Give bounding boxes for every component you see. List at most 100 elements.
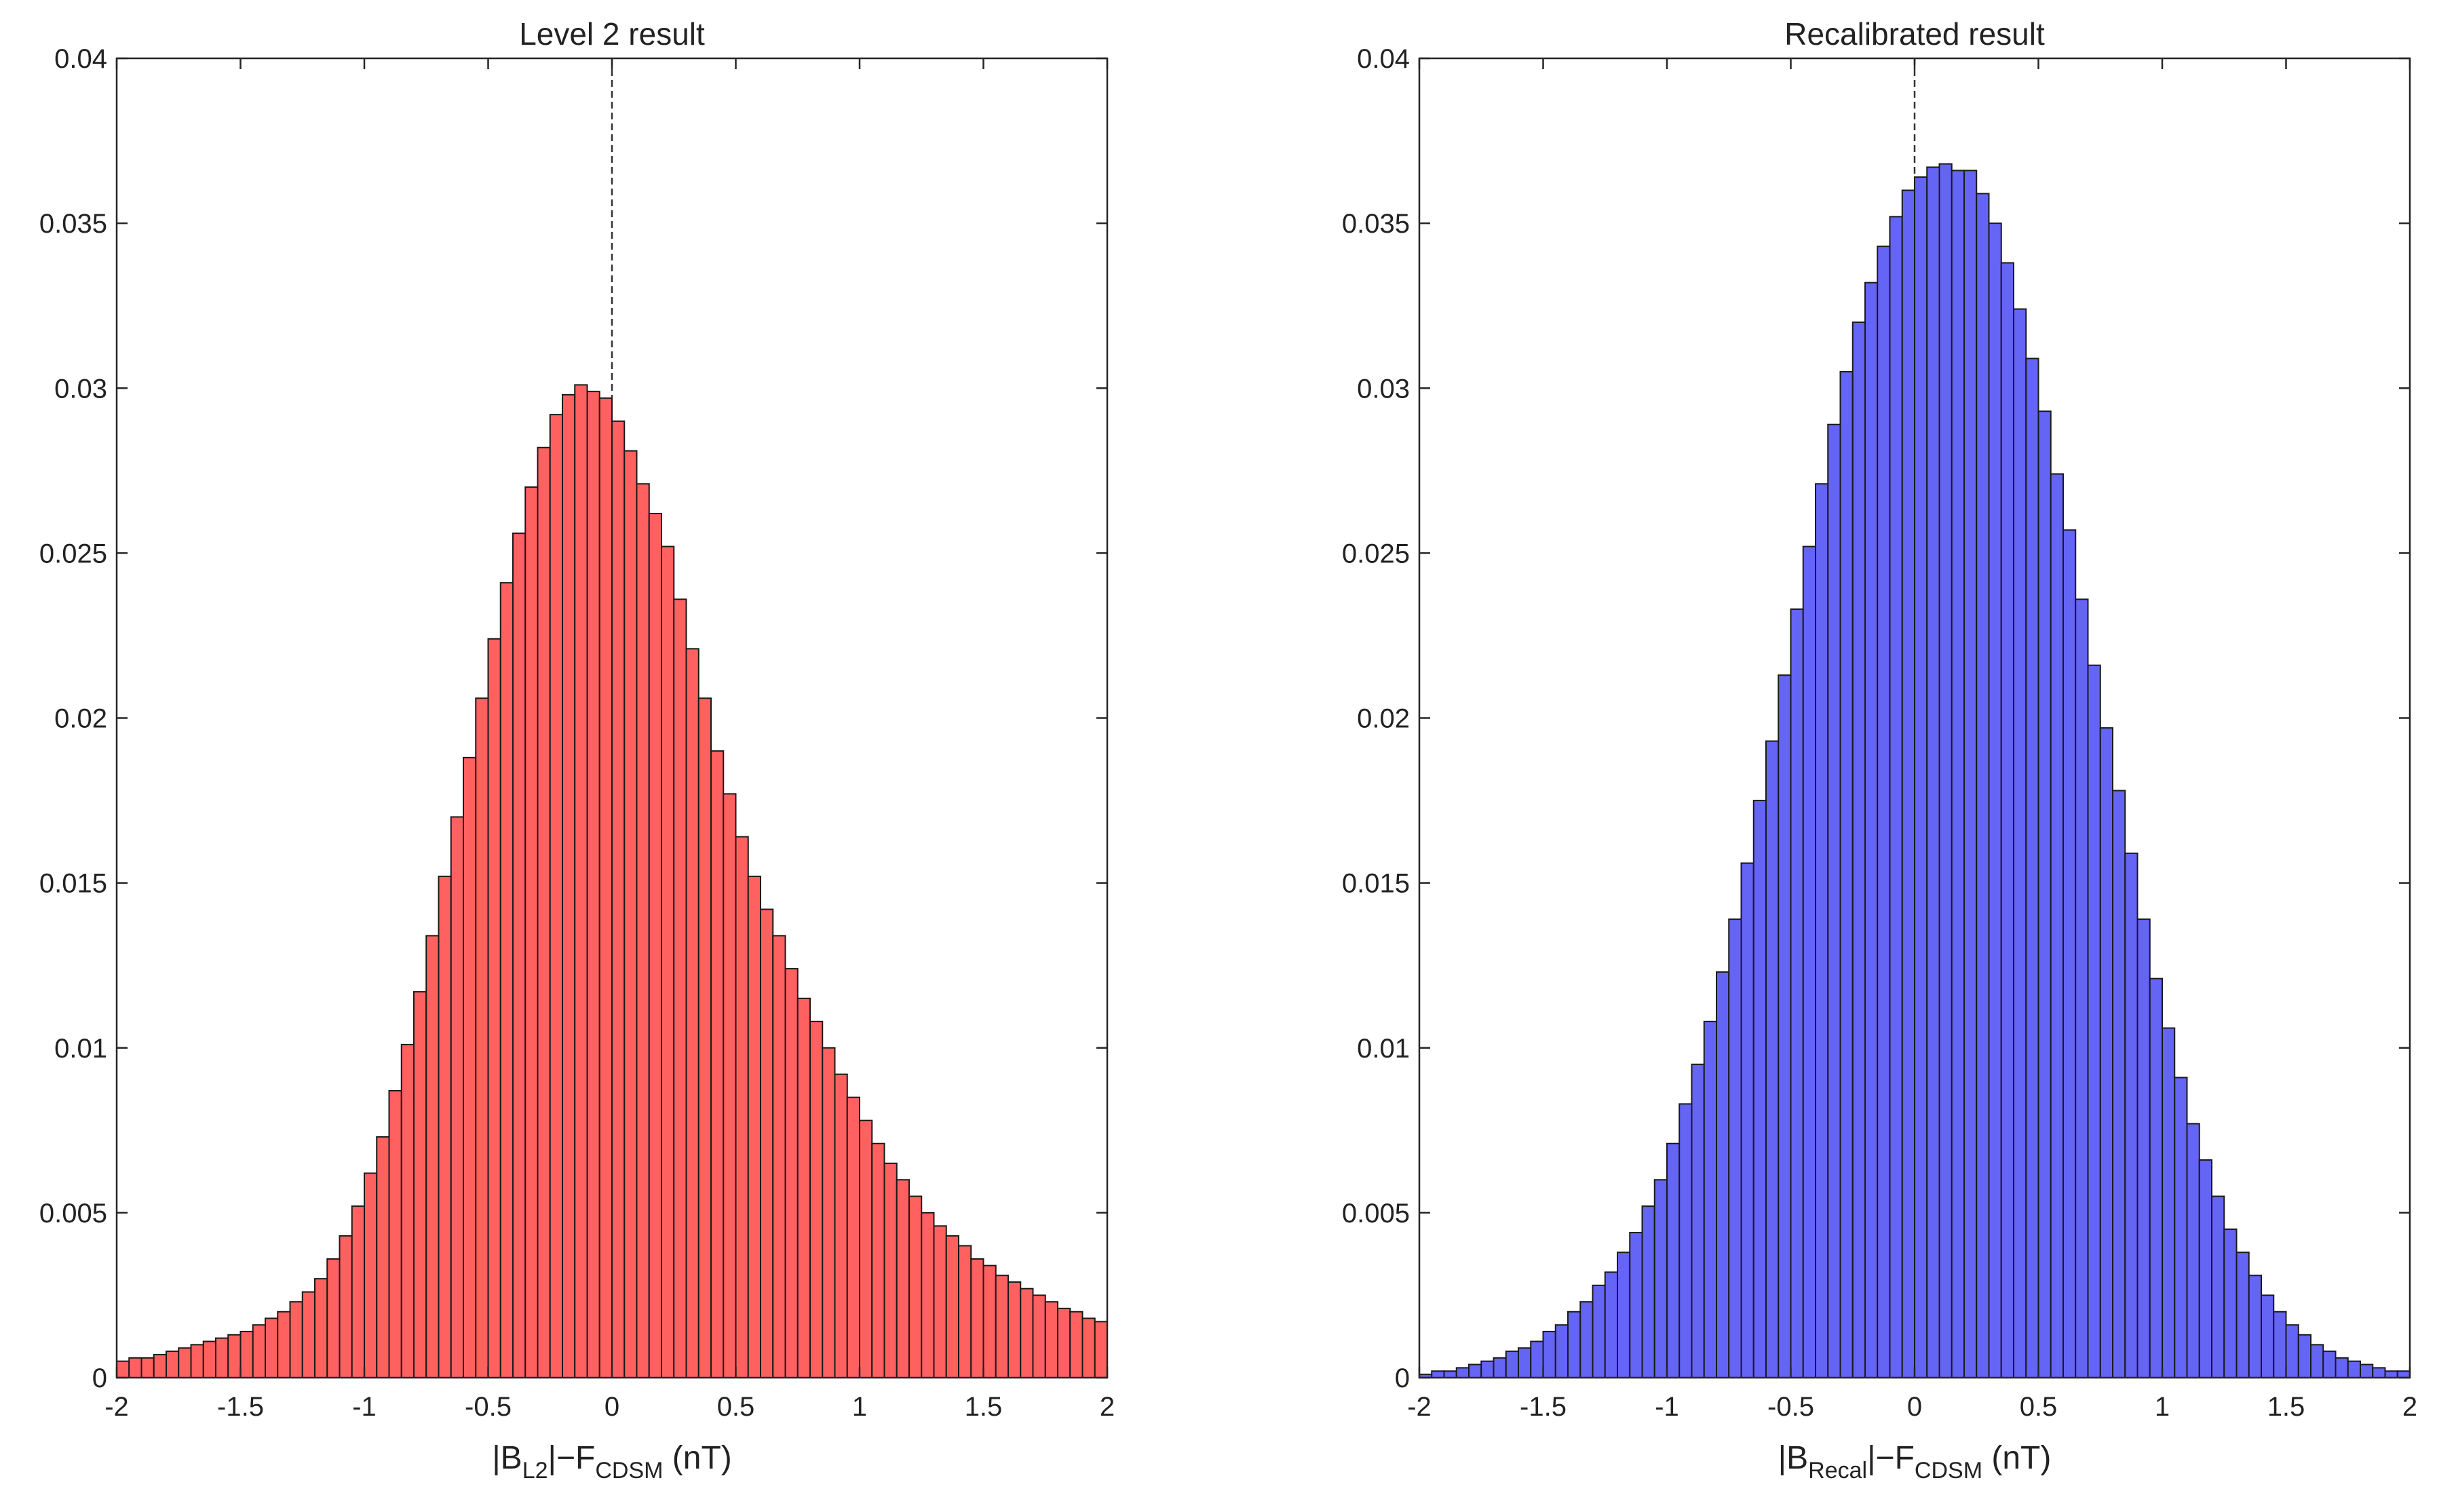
level2-histogram-bar — [463, 756, 477, 1378]
recalibrated-histogram-bar — [2037, 410, 2052, 1378]
level2-histogram-bar — [227, 1334, 242, 1378]
recalibrated-histogram-bar — [2124, 852, 2138, 1379]
level2-histogram-bar — [438, 875, 452, 1378]
level2-histogram-bar — [475, 697, 489, 1378]
level2-y-tick-label: 0.02 — [54, 704, 107, 734]
level2-histogram-bar — [1069, 1311, 1083, 1378]
level2-histogram-bar — [809, 1020, 824, 1378]
level2-x-tick-label: -1.5 — [217, 1392, 264, 1422]
level2-histogram-bar — [822, 1047, 836, 1378]
recalibrated-histogram-bar — [2087, 664, 2101, 1379]
recalibrated-histogram-bar — [2396, 1370, 2411, 1379]
recalibrated-histogram-bar — [1604, 1271, 1618, 1379]
level2-histogram-bar — [673, 598, 687, 1379]
recalibrated-histogram-bar — [2384, 1370, 2398, 1379]
level2-histogram-bar — [945, 1235, 959, 1378]
recalibrated-bars — [1419, 163, 2411, 1379]
level2-histogram-bar — [512, 532, 526, 1379]
recalibrated-histogram-bar — [1765, 740, 1780, 1378]
level2-histogram-bar — [425, 935, 440, 1379]
level2-x-axis-label-part: (nT) — [663, 1440, 731, 1476]
recalibrated-y-tick-label: 0.035 — [1342, 209, 1410, 239]
level2-histogram-bar — [364, 1172, 378, 1379]
level2-histogram-bar — [772, 935, 786, 1379]
recalibrated-histogram-bar — [1530, 1340, 1544, 1378]
level2-histogram-bar — [697, 697, 712, 1378]
recalibrated-histogram-bar — [1815, 483, 1829, 1379]
recalibrated-histogram-bar — [2248, 1275, 2262, 1378]
level2-histogram-bar — [413, 991, 427, 1378]
level2-histogram-bar — [252, 1324, 266, 1378]
level2-x-tick-label: 0.5 — [717, 1392, 755, 1422]
level2-histogram-bar — [586, 391, 600, 1378]
level2-histogram-bar — [166, 1351, 180, 1378]
level2-x-axis-label-subscript: L2 — [522, 1458, 548, 1484]
recalibrated-histogram-bar — [1716, 971, 1730, 1378]
level2-histogram-bar — [982, 1264, 997, 1379]
recalibrated-x-tick-label: 1 — [2155, 1392, 2170, 1422]
recalibrated-histogram-bar — [2360, 1363, 2374, 1379]
level2-histogram-bar — [598, 397, 613, 1378]
level2-histogram-bar — [958, 1245, 972, 1378]
level2-x-tick-label: 2 — [1100, 1392, 1115, 1422]
recalibrated-x-tick-label: -2 — [1407, 1392, 1432, 1422]
recalibrated-histogram-bar — [2310, 1344, 2324, 1378]
recalibrated-ticks: -2 -1.5 -1 -0.5 0 0.5 1 1.5 2 0 0.005 0.01 0.015 0.02… — [1342, 44, 2417, 1422]
level2-histogram-bar — [883, 1162, 898, 1378]
recalibrated-histogram-bar — [1728, 918, 1742, 1379]
recalibrated-histogram-bar — [1691, 1064, 1705, 1378]
recalibrated-y-tick-label: 0.025 — [1342, 539, 1410, 568]
level2-histogram-bar — [1008, 1281, 1022, 1379]
level2-histogram-bar — [1057, 1307, 1071, 1378]
recalibrated-x-tick-label: -0.5 — [1767, 1392, 1814, 1422]
recalibrated-histogram-bar — [1666, 1142, 1681, 1378]
recalibrated-histogram-bar — [1480, 1360, 1495, 1378]
recalibrated-histogram-bar — [2273, 1311, 2287, 1378]
level2-histogram-bar — [1044, 1301, 1058, 1378]
level2-histogram-bar — [524, 486, 539, 1378]
recalibrated-histogram-bar — [2322, 1351, 2337, 1378]
level2-histogram-bar — [661, 545, 675, 1378]
level2-y-tick-label: 0.04 — [54, 44, 107, 74]
recalibrated-histogram-bar — [2000, 262, 2014, 1379]
recalibrated-x-tick-label: 0.5 — [2020, 1392, 2058, 1422]
level2-y-tick-label: 0.035 — [39, 209, 107, 239]
level2-histogram-bar — [388, 1089, 402, 1379]
recalibrated-histogram-bar — [1877, 246, 1891, 1379]
level2-histogram-bar — [970, 1258, 984, 1378]
level2-y-tick-label: 0.03 — [54, 374, 107, 404]
recalibrated-histogram-bar — [2062, 529, 2077, 1378]
recalibrated-histogram-bar — [2372, 1367, 2386, 1378]
recalibrated-histogram-bar — [1938, 163, 1953, 1379]
recalibrated-histogram-bar — [2025, 357, 2039, 1378]
recalibrated-x-tick-label: 2 — [2402, 1392, 2417, 1422]
recalibrated-histogram-bar — [1443, 1370, 1457, 1379]
level2-histogram-bar — [215, 1337, 229, 1379]
level2-histogram-bar — [623, 450, 638, 1379]
recalibrated-histogram-bar — [1963, 170, 1978, 1379]
recalibrated-histogram-bar — [1827, 423, 1841, 1378]
level2-histogram-bar — [1032, 1294, 1046, 1378]
recalibrated-histogram-bar — [1641, 1205, 1655, 1379]
recalibrated-histogram-bar — [1617, 1252, 1631, 1378]
recalibrated-histogram-bar — [1629, 1232, 1643, 1379]
level2-x-axis-label: |BL2|−FCDSM (nT) — [492, 1440, 732, 1484]
level2-x-tick-label: 1 — [852, 1392, 867, 1422]
level2-y-tick-label: 0.01 — [54, 1034, 107, 1064]
level2-x-tick-label: 1.5 — [965, 1392, 1003, 1422]
recalibrated-histogram-bar — [1592, 1284, 1606, 1378]
recalibrated-histogram-bar — [2347, 1360, 2361, 1378]
level2-histogram-bar — [301, 1291, 315, 1378]
level2-histogram-bar — [933, 1225, 947, 1378]
recalibrated-y-tick-label: 0.04 — [1357, 44, 1410, 74]
level2-histogram-bar — [685, 648, 699, 1379]
level2-histogram-bar — [611, 420, 626, 1378]
level2-histogram-bar — [1094, 1321, 1108, 1379]
recalibrated-histogram-bar — [1914, 176, 1928, 1378]
level2-histogram-bar — [314, 1278, 328, 1378]
recalibrated-histogram-bar — [2099, 727, 2113, 1378]
level2-histogram-bar — [636, 483, 650, 1379]
recalibrated-histogram-bar — [1976, 193, 1990, 1378]
level2-histogram-bar — [153, 1353, 167, 1379]
level2-histogram-bar — [747, 875, 761, 1378]
